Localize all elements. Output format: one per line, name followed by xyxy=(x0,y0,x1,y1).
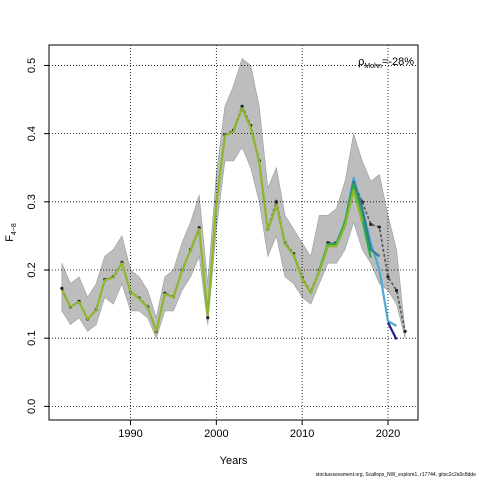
series-point-reference xyxy=(274,200,279,204)
series-point-reference xyxy=(386,275,390,279)
grid-layer xyxy=(49,45,418,420)
x-tick-label: 2020 xyxy=(376,428,400,440)
confidence-band-layer xyxy=(61,58,406,340)
y-tick-label: 0.2 xyxy=(26,262,38,277)
rho-subscript: Mohn xyxy=(364,63,382,70)
series-layer xyxy=(60,104,407,341)
series-line-5 xyxy=(60,107,364,333)
x-tick-label: 2000 xyxy=(204,428,228,440)
series-point-reference xyxy=(240,104,244,108)
rho-value: =-28% xyxy=(382,56,414,68)
confidence-band xyxy=(61,58,406,340)
x-tick-label: 1990 xyxy=(118,428,142,440)
x-axis-label: Years xyxy=(220,455,248,467)
series-point-reference xyxy=(206,316,210,320)
series-point-reference xyxy=(377,225,381,229)
y-tick-label: 0.4 xyxy=(26,126,38,141)
y-axis-label-main: F xyxy=(4,235,16,242)
y-tick-label: 0.0 xyxy=(26,399,38,414)
y-axis-label-subscript: 4−8 xyxy=(11,223,18,235)
plot-frame xyxy=(48,44,419,421)
series-point-reference xyxy=(394,288,399,293)
axis-layer: 1990 2000 2010 2020 0.0 0.1 0.2 0.3 0.4 0.5 xyxy=(26,58,400,440)
y-axis-label: F4−8 xyxy=(4,223,18,242)
rho-symbol: ρ xyxy=(358,56,364,68)
y-tick-label: 0.5 xyxy=(26,58,38,73)
x-tick-label: 2010 xyxy=(290,428,314,440)
series-line-2 xyxy=(386,322,398,341)
y-tick-label: 0.1 xyxy=(26,331,38,346)
footer-note: stockassessment.org, Scallops_NW_explore… xyxy=(315,472,476,478)
series-point-reference xyxy=(60,286,64,291)
mohn-rho-annotation: ρMohn=-28% xyxy=(358,56,414,70)
series-point-reference xyxy=(369,222,373,226)
series-point-reference xyxy=(403,329,407,333)
y-tick-label: 0.3 xyxy=(26,194,38,209)
